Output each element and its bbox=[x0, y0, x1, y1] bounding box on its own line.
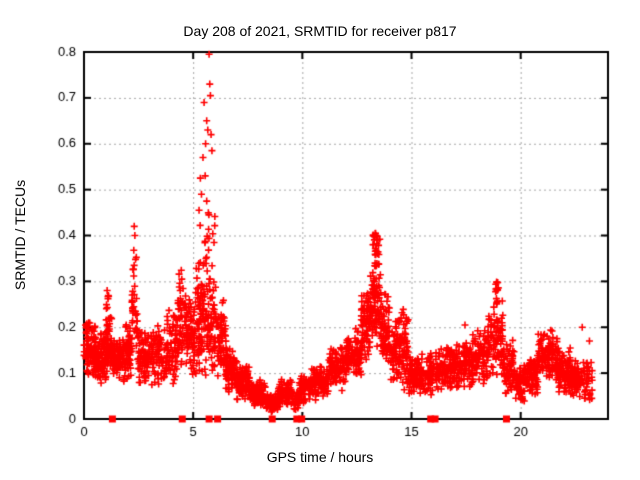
x-axis-label: GPS time / hours bbox=[266, 449, 374, 465]
chart-title: Day 208 of 2021, SRMTID for receiver p81… bbox=[183, 23, 457, 39]
y-axis-label: SRMTID / TECUs bbox=[12, 179, 28, 291]
